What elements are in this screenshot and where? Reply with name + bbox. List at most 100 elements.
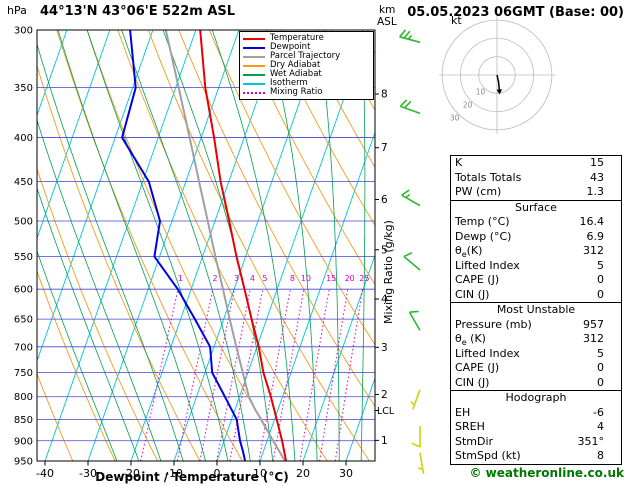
stat-value: 15	[590, 156, 604, 169]
legend-item-isotherm: Isotherm	[243, 79, 370, 88]
stat-value: 8	[597, 449, 604, 462]
svg-text:30: 30	[339, 467, 353, 480]
hodograph-ring-label: 20	[463, 100, 473, 109]
svg-text:6: 6	[381, 194, 388, 206]
temperature-axis-labels: -40 -30 -20 -10 0 10 20 30 Dewpoint / Temperatur…	[36, 461, 353, 484]
svg-text:5: 5	[262, 274, 267, 283]
stats-box-most-unstable: Most Unstable Pressure (mb) 957 θe (K) 312…	[450, 302, 622, 391]
legend-label: Temperature	[270, 33, 324, 43]
svg-text:350: 350	[14, 83, 33, 94]
svg-text:15: 15	[326, 274, 336, 283]
svg-text:20: 20	[345, 274, 355, 283]
stat-value: 0	[597, 375, 604, 389]
stat-label: Temp (°C)	[455, 215, 510, 228]
stat-value: 5	[597, 258, 604, 272]
stat-value: 0	[597, 273, 604, 286]
stat-label: StmDir	[455, 434, 494, 448]
stats-box-indices: K 15 Totals Totals 43 PW (cm) 1.3	[450, 155, 622, 201]
stats-section-title: Most Unstable	[496, 303, 576, 316]
legend-item-dry-adiabat: Dry Adiabat	[243, 61, 370, 70]
stat-row: SREH 4	[451, 420, 621, 435]
svg-text:-40: -40	[36, 467, 54, 480]
stat-label-theta-e: θe(K)	[455, 244, 483, 260]
stat-value: 957	[583, 317, 604, 331]
stat-row: Temp (°C) 16.4	[451, 215, 621, 230]
stat-label: EH	[455, 405, 471, 419]
stat-row: CIN (J) 0	[451, 288, 621, 303]
stat-row: CIN (J) 0	[451, 376, 621, 391]
temperature-line-sample	[243, 37, 265, 40]
stat-value: 6.9	[586, 229, 605, 243]
stat-label: Dewp (°C)	[455, 229, 512, 243]
wind-barbs	[399, 29, 425, 474]
svg-text:5: 5	[381, 244, 388, 256]
hodograph-ring-label: 10	[476, 87, 486, 96]
svg-text:25: 25	[359, 274, 369, 283]
svg-text:900: 900	[14, 436, 33, 447]
stat-value: 1.3	[586, 185, 605, 198]
stat-label: CAPE (J)	[455, 361, 500, 374]
stats-box-hodograph: Hodograph EH -6 SREH 4 StmDir 351° StmSpd (…	[450, 390, 622, 465]
copyright: © weatheronline.co.uk	[469, 466, 624, 480]
stat-value: 43	[590, 170, 604, 184]
stat-row: Lifted Index 5	[451, 259, 621, 274]
legend-item-temperature: Temperature	[243, 34, 370, 43]
legend-label: Dry Adiabat	[270, 60, 321, 70]
dewpoint-line-sample	[243, 46, 265, 49]
svg-text:2: 2	[213, 274, 218, 283]
storm-motion-vector	[496, 74, 501, 90]
hodograph-ring-label: 30	[450, 113, 460, 122]
stat-label: Pressure (mb)	[455, 317, 532, 331]
svg-text:3: 3	[381, 342, 388, 354]
legend-item-parcel: Parcel Trajectory	[243, 52, 370, 61]
legend-label: Isotherm	[270, 78, 308, 88]
datetime-label: 05.05.2023 06GMT (Base: 00)	[407, 5, 624, 20]
stat-label: Lifted Index	[455, 346, 520, 360]
wet-adiabat-line-sample	[243, 73, 265, 76]
legend-item-wet-adiabat: Wet Adiabat	[243, 70, 370, 79]
stat-label: CIN (J)	[455, 287, 490, 301]
svg-text:8: 8	[381, 88, 388, 100]
stat-value: 312	[583, 244, 604, 257]
temperature-curve	[199, 30, 288, 461]
mixing-ratio-lines	[140, 289, 364, 461]
lcl-label: LCL	[377, 406, 395, 417]
stat-row: Dewp (°C) 6.9	[451, 230, 621, 245]
hodograph-ring	[478, 56, 516, 94]
svg-text:800: 800	[14, 392, 33, 403]
stat-label: PW (cm)	[455, 185, 502, 198]
stat-row: CAPE (J) 0	[451, 361, 621, 376]
stat-row: CAPE (J) 0	[451, 273, 621, 288]
legend-label: Dewpoint	[270, 42, 311, 52]
stats-section-title: Surface	[515, 200, 557, 214]
svg-text:700: 700	[14, 342, 33, 353]
hodograph-ring	[459, 38, 534, 112]
stat-label: CIN (J)	[455, 375, 490, 389]
svg-text:8: 8	[290, 274, 295, 283]
stat-row: StmSpd (kt) 8	[451, 449, 621, 464]
stat-value: 5	[597, 346, 604, 360]
plot-frame	[36, 29, 376, 462]
hodograph-ring	[441, 19, 553, 131]
legend-item-mixing-ratio: Mixing Ratio	[243, 88, 370, 97]
stats-section-title: Hodograph	[505, 391, 567, 404]
svg-text:4: 4	[381, 294, 388, 306]
legend-item-dewpoint: Dewpoint	[243, 43, 370, 52]
stat-row: θe(K) 312	[451, 244, 621, 259]
stat-value: 351°	[577, 434, 605, 448]
stat-row: K 15	[451, 156, 621, 171]
asl-unit-label: ASL	[377, 16, 397, 28]
stat-value: 4	[597, 420, 604, 433]
stat-row: EH -6	[451, 406, 621, 421]
svg-text:550: 550	[14, 252, 33, 263]
svg-text:2: 2	[381, 389, 388, 401]
stat-label: K	[455, 156, 463, 169]
svg-text:-20: -20	[122, 467, 140, 480]
stats-panel: K 15 Totals Totals 43 PW (cm) 1.3 Surface T…	[450, 155, 622, 465]
isotherm-lines	[37, 30, 375, 461]
mixing-ratio-line-sample	[243, 91, 265, 94]
svg-text:650: 650	[14, 315, 33, 326]
